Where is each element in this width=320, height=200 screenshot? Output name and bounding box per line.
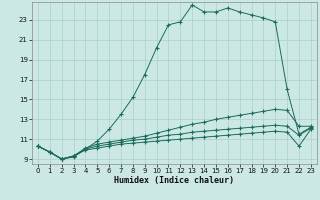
X-axis label: Humidex (Indice chaleur): Humidex (Indice chaleur) — [115, 176, 234, 185]
